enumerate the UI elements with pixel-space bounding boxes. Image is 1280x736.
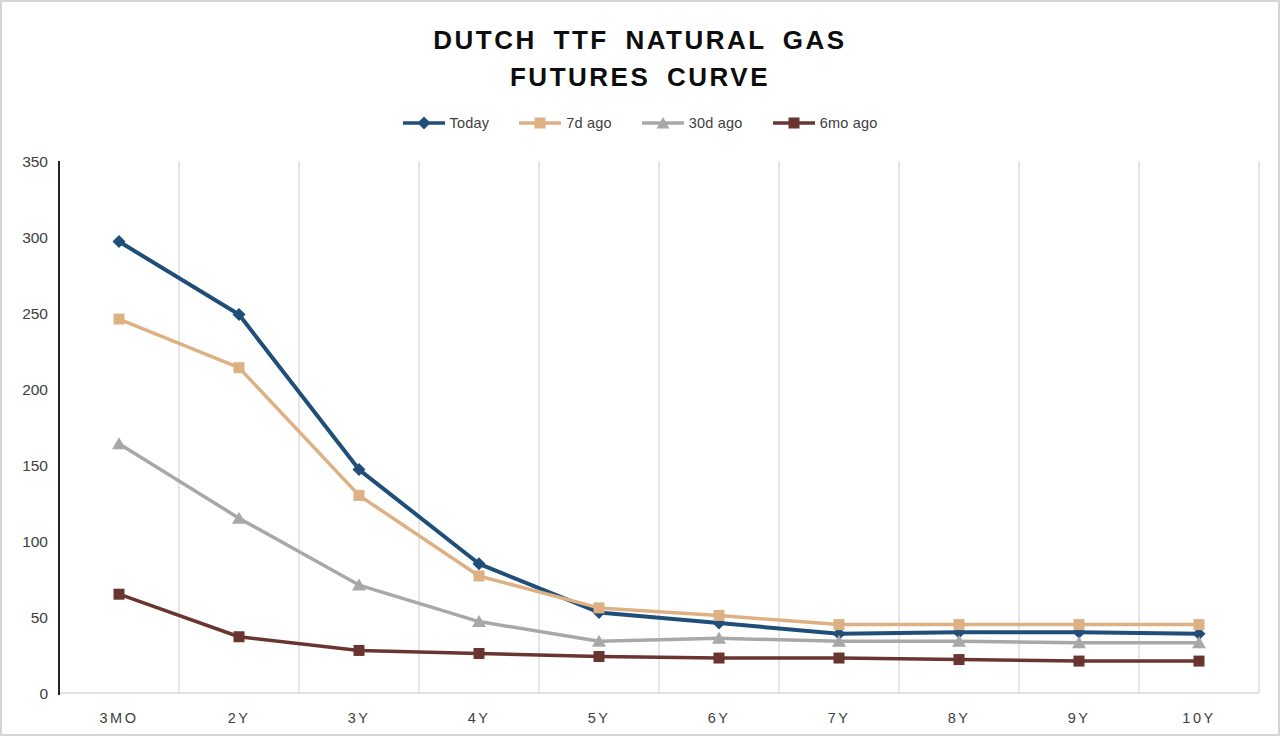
y-tick-label: 350 [22, 153, 48, 170]
y-tick-label: 150 [22, 457, 48, 474]
data-point-marker [354, 490, 365, 501]
data-point-marker [1074, 619, 1085, 630]
data-point-marker [1194, 619, 1205, 630]
x-tick-label: 6Y [708, 710, 731, 726]
data-point-marker [954, 619, 965, 630]
data-point-marker [474, 570, 485, 581]
data-point-marker [112, 437, 126, 449]
x-tick-label: 9Y [1068, 710, 1091, 726]
data-point-marker [834, 619, 845, 630]
data-point-marker [114, 314, 125, 325]
x-tick-label: 3MO [100, 710, 139, 726]
data-point-marker [714, 653, 725, 664]
y-tick-label: 200 [22, 381, 48, 398]
data-point-marker [954, 654, 965, 665]
data-point-marker [234, 362, 245, 373]
y-tick-label: 0 [39, 685, 48, 702]
data-point-marker [474, 648, 485, 659]
x-tick-label: 7Y [828, 710, 851, 726]
data-point-marker [594, 602, 605, 613]
x-tick-label: 5Y [588, 710, 611, 726]
data-point-marker [1074, 656, 1085, 667]
chart: DUTCH TTF NATURAL GAS FUTURES CURVE Toda… [0, 0, 1280, 736]
data-point-marker [354, 645, 365, 656]
x-tick-label: 4Y [468, 710, 491, 726]
data-point-marker [114, 589, 125, 600]
x-tick-label: 8Y [948, 710, 971, 726]
data-point-marker [1194, 656, 1205, 667]
x-tick-label: 3Y [348, 710, 371, 726]
data-point-marker [594, 651, 605, 662]
y-tick-label: 250 [22, 305, 48, 322]
x-tick-label: 10Y [1182, 710, 1215, 726]
data-point-marker [834, 653, 845, 664]
y-tick-label: 300 [22, 229, 48, 246]
y-tick-label: 50 [31, 609, 49, 626]
data-point-marker [234, 631, 245, 642]
y-tick-label: 100 [22, 533, 48, 550]
plot-area: 0 50 100 150 200 250 300 350 3MO 2Y 3Y 4Y 5Y 6Y 7Y 8Y 9Y… [2, 2, 1280, 736]
data-point-marker [714, 610, 725, 621]
x-tick-label: 2Y [228, 710, 251, 726]
